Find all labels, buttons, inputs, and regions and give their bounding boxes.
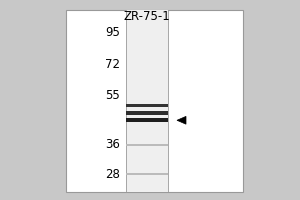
Polygon shape: [177, 116, 186, 124]
FancyBboxPatch shape: [126, 144, 168, 146]
Text: 36: 36: [105, 138, 120, 151]
FancyBboxPatch shape: [66, 10, 243, 192]
Text: 95: 95: [105, 26, 120, 39]
FancyBboxPatch shape: [126, 111, 168, 115]
Text: 55: 55: [105, 89, 120, 102]
FancyBboxPatch shape: [126, 118, 168, 122]
Text: ZR-75-1: ZR-75-1: [124, 10, 170, 23]
FancyBboxPatch shape: [126, 104, 168, 107]
FancyBboxPatch shape: [126, 173, 168, 175]
Text: 72: 72: [105, 58, 120, 71]
FancyBboxPatch shape: [126, 10, 168, 192]
Text: 28: 28: [105, 168, 120, 181]
